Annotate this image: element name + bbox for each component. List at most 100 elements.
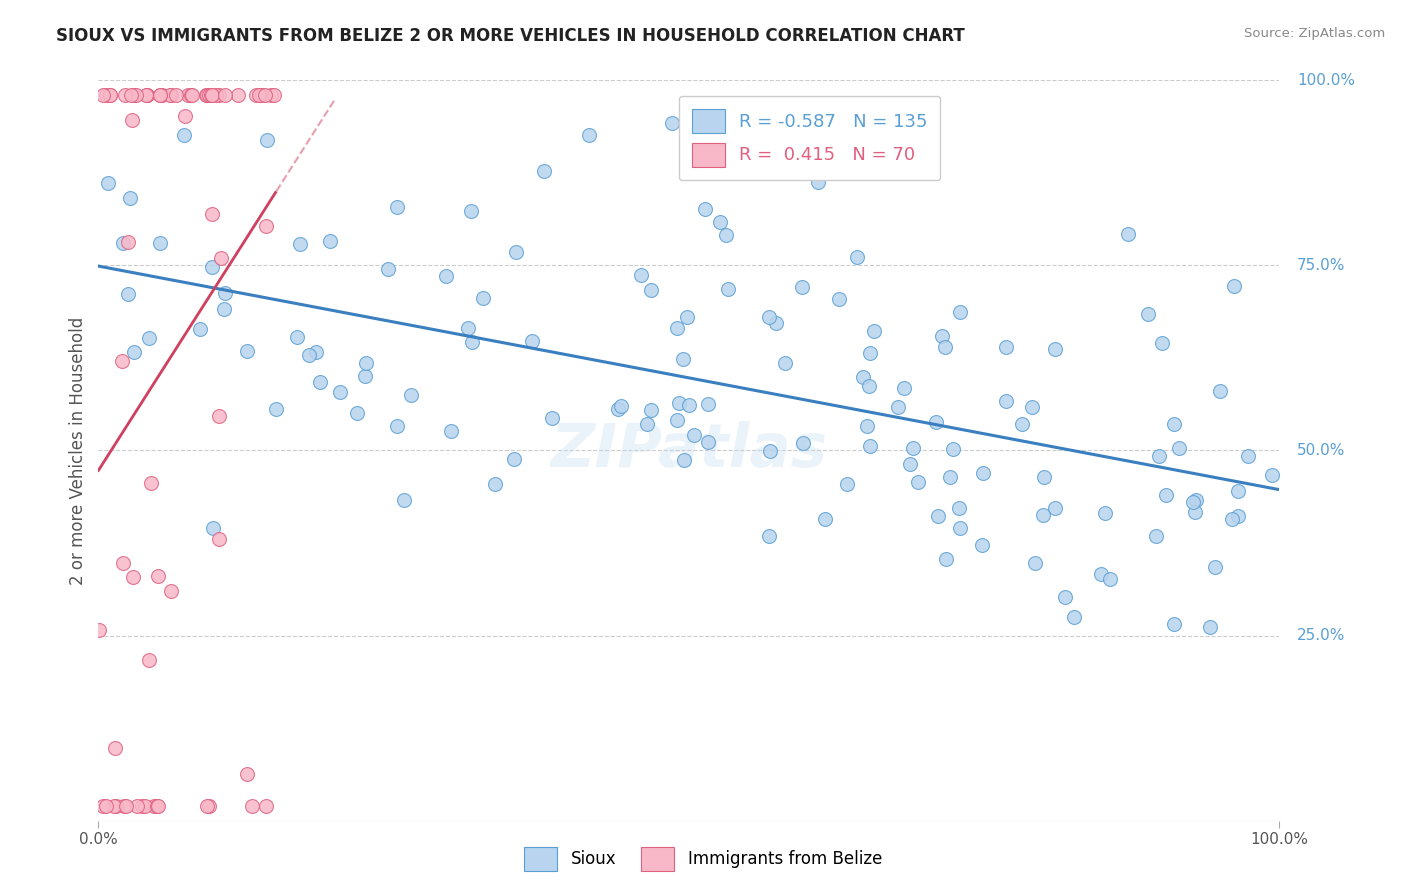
- Point: [188, 322, 211, 336]
- Point: [98, 88, 121, 103]
- Point: [392, 492, 415, 507]
- Point: [522, 334, 544, 348]
- Point: [948, 500, 970, 515]
- Point: [354, 355, 377, 369]
- Point: [146, 798, 169, 813]
- Point: [814, 512, 837, 526]
- Point: [949, 521, 972, 535]
- Point: [131, 798, 153, 813]
- Point: [201, 260, 224, 275]
- Point: [792, 435, 814, 450]
- Point: [120, 190, 142, 204]
- Point: [112, 798, 135, 813]
- Point: [502, 452, 524, 467]
- Point: [195, 88, 218, 103]
- Point: [141, 475, 163, 490]
- Point: [256, 133, 278, 147]
- Point: [111, 235, 134, 250]
- Point: [114, 88, 136, 103]
- Point: [540, 411, 562, 425]
- Point: [136, 88, 159, 103]
- Point: [1094, 507, 1116, 521]
- Point: [942, 442, 965, 457]
- Point: [111, 556, 134, 570]
- Point: [859, 440, 882, 454]
- Point: [201, 207, 224, 221]
- Point: [1150, 335, 1173, 350]
- Point: [900, 457, 922, 471]
- Point: [1099, 572, 1122, 586]
- Point: [1220, 512, 1243, 526]
- Point: [254, 219, 277, 233]
- Point: [484, 476, 506, 491]
- Point: [696, 397, 718, 411]
- Point: [1053, 590, 1076, 604]
- Point: [117, 287, 139, 301]
- Point: [640, 403, 662, 417]
- Point: [1261, 467, 1284, 482]
- Point: [149, 88, 172, 103]
- Point: [94, 798, 117, 813]
- Point: [471, 291, 494, 305]
- Point: [226, 88, 249, 103]
- Point: [209, 251, 232, 265]
- Point: [122, 88, 145, 103]
- Point: [927, 508, 949, 523]
- Text: 25.0%: 25.0%: [1298, 628, 1346, 643]
- Point: [717, 282, 740, 296]
- Point: [665, 321, 688, 335]
- Point: [907, 475, 929, 489]
- Point: [1147, 450, 1170, 464]
- Point: [852, 370, 875, 384]
- Point: [970, 538, 993, 552]
- Point: [138, 331, 160, 345]
- Point: [208, 532, 231, 546]
- Point: [765, 316, 787, 330]
- Text: 50.0%: 50.0%: [1298, 443, 1346, 458]
- Point: [105, 798, 128, 813]
- Text: 75.0%: 75.0%: [1298, 258, 1346, 273]
- Point: [318, 235, 340, 249]
- Point: [1021, 400, 1043, 414]
- Point: [254, 88, 277, 103]
- Point: [1185, 493, 1208, 508]
- Point: [610, 399, 633, 413]
- Point: [87, 623, 110, 637]
- Legend: Sioux, Immigrants from Belize: Sioux, Immigrants from Belize: [516, 839, 890, 880]
- Point: [103, 798, 125, 813]
- Point: [94, 88, 117, 103]
- Point: [249, 88, 271, 103]
- Point: [1154, 488, 1177, 502]
- Point: [665, 413, 688, 427]
- Point: [630, 268, 652, 282]
- Point: [636, 417, 658, 432]
- Point: [434, 268, 457, 283]
- Point: [236, 766, 259, 780]
- Point: [640, 283, 662, 297]
- Point: [346, 406, 368, 420]
- Point: [134, 798, 156, 813]
- Point: [1024, 556, 1046, 570]
- Point: [91, 88, 114, 103]
- Point: [1204, 560, 1226, 574]
- Point: [173, 109, 195, 123]
- Point: [856, 419, 879, 434]
- Point: [1144, 529, 1167, 543]
- Point: [104, 741, 127, 756]
- Point: [1226, 509, 1249, 524]
- Point: [1222, 279, 1244, 293]
- Point: [533, 163, 555, 178]
- Point: [678, 398, 700, 412]
- Point: [934, 340, 956, 354]
- Point: [125, 798, 148, 813]
- Point: [1181, 495, 1204, 509]
- Point: [1226, 484, 1249, 499]
- Point: [285, 330, 308, 344]
- Point: [1209, 384, 1232, 399]
- Point: [837, 477, 859, 491]
- Point: [399, 387, 422, 401]
- Point: [298, 348, 321, 362]
- Point: [1163, 417, 1185, 431]
- Point: [1090, 567, 1112, 582]
- Point: [149, 88, 172, 103]
